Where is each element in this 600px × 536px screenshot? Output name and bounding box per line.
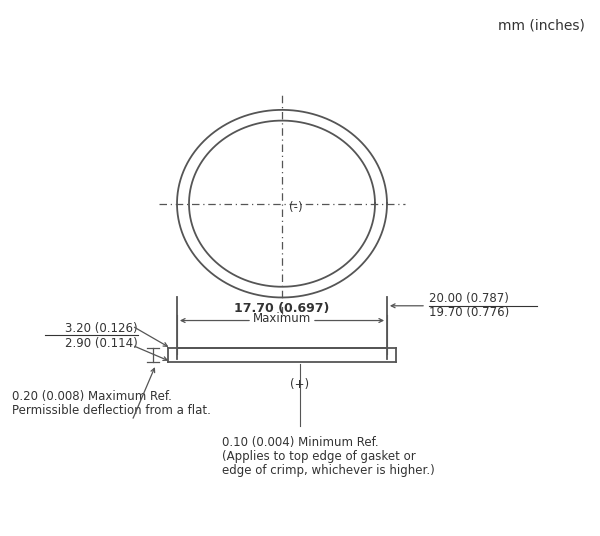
Text: 20.00 (0.787): 20.00 (0.787) [429, 292, 509, 306]
Text: 0.10 (0.004) Minimum Ref.: 0.10 (0.004) Minimum Ref. [222, 436, 379, 449]
Text: edge of crimp, whichever is higher.): edge of crimp, whichever is higher.) [222, 464, 435, 477]
Text: 3.20 (0.126): 3.20 (0.126) [65, 322, 138, 334]
Text: mm (inches): mm (inches) [498, 19, 585, 33]
Text: 17.70 (0.697): 17.70 (0.697) [235, 302, 329, 315]
Text: (+): (+) [290, 378, 310, 391]
Text: 19.70 (0.776): 19.70 (0.776) [429, 306, 509, 319]
Text: Maximum: Maximum [253, 312, 311, 325]
Text: Permissible deflection from a flat.: Permissible deflection from a flat. [12, 404, 211, 416]
Text: 2.90 (0.114): 2.90 (0.114) [65, 337, 138, 349]
Text: 0.20 (0.008) Maximum Ref.: 0.20 (0.008) Maximum Ref. [12, 390, 172, 403]
Text: (-): (-) [289, 202, 303, 214]
Text: (Applies to top edge of gasket or: (Applies to top edge of gasket or [222, 450, 416, 463]
